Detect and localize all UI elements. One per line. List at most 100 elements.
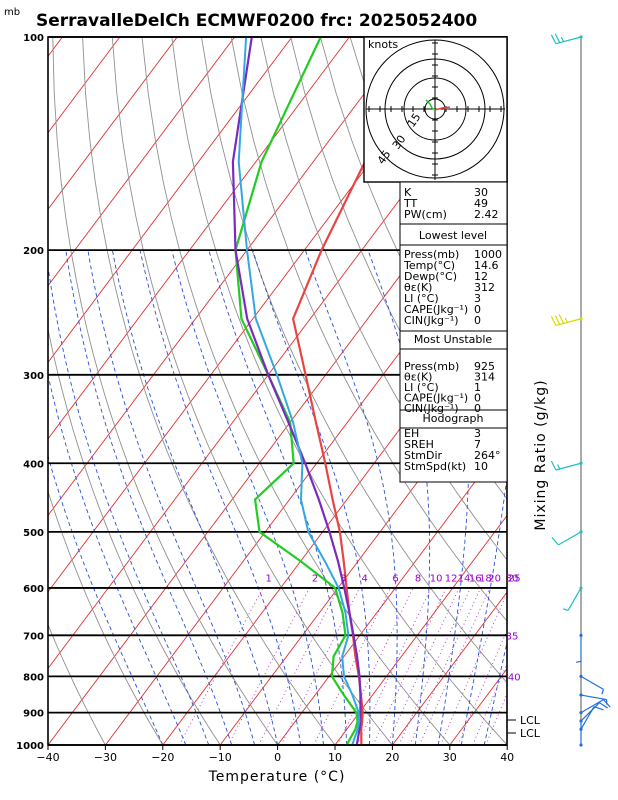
moist-adiabat-line bbox=[460, 472, 507, 745]
mixing-ratio-line bbox=[313, 587, 391, 745]
mixing-ratio-line bbox=[485, 692, 507, 745]
index-label: Temp(°C) bbox=[403, 259, 455, 272]
isotherm-line bbox=[48, 37, 293, 364]
temperature-tick-40: 40 bbox=[500, 751, 514, 764]
pressure-axis: 1000 900 800 700 600 500 400 300 200 100 bbox=[16, 33, 44, 752]
index-label: LI (°C) bbox=[404, 381, 439, 394]
moist-adiabat-line bbox=[483, 640, 507, 745]
parcel-profile bbox=[231, 37, 362, 745]
index-value: 49 bbox=[474, 197, 488, 210]
moist-adiabat-line bbox=[87, 250, 256, 745]
temperature-axis: −40 −30 −20 −10 0 10 20 30 40 bbox=[36, 745, 514, 764]
pressure-tick-1000: 1000 bbox=[16, 741, 44, 752]
temperature-tick--10: −10 bbox=[209, 751, 232, 764]
isotherm-line bbox=[277, 438, 507, 745]
wetbulb-profile bbox=[237, 37, 361, 745]
mixing-ratio-line bbox=[457, 629, 507, 745]
temperature-profile bbox=[291, 37, 431, 745]
most-unstable-header: Most Unstable bbox=[414, 333, 493, 346]
hodograph-trace-red bbox=[434, 106, 451, 111]
index-label: K bbox=[404, 186, 412, 199]
wind-barb-flag bbox=[603, 699, 611, 708]
hodograph-unit: knots bbox=[368, 38, 398, 51]
hodograph-header: Hodograph bbox=[423, 412, 484, 425]
index-label: Press(mb) bbox=[404, 248, 459, 261]
mixing-ratio-line bbox=[440, 592, 507, 745]
mixing-ratio-line bbox=[419, 587, 491, 745]
isotherm-line bbox=[48, 37, 121, 134]
index-value: 264° bbox=[474, 449, 501, 462]
index-value: 0 bbox=[474, 402, 481, 415]
isotherm-line bbox=[565, 37, 618, 745]
index-label: StmDir bbox=[404, 449, 443, 462]
index-label: CAPE(Jkg⁻¹) bbox=[404, 303, 468, 316]
index-value: 312 bbox=[474, 281, 495, 294]
profile-lines bbox=[231, 37, 431, 745]
pressure-tick-800: 800 bbox=[23, 672, 44, 683]
chart-title: SerravalleDelCh ECMWF0200 frc: 202505240… bbox=[36, 11, 477, 31]
wind-barb-flag bbox=[551, 537, 559, 546]
mixing-ratio-label-8: 8 bbox=[415, 574, 421, 585]
index-label: CIN(Jkg⁻¹) bbox=[404, 314, 459, 327]
isotherm-line bbox=[506, 744, 507, 745]
lcl-label-lower: LCL bbox=[520, 727, 541, 740]
temperature-tick--40: −40 bbox=[36, 751, 59, 764]
mixing-ratio-line bbox=[398, 587, 471, 745]
mixing-ratio-label-10: 10 bbox=[430, 574, 443, 585]
dry-adiabat-line bbox=[588, 37, 618, 745]
dry-adiabat-line bbox=[52, 37, 278, 745]
index-value: 3 bbox=[474, 427, 481, 440]
mixing-ratio-label-25: 25 bbox=[508, 574, 521, 585]
mixing-ratio-label-6: 6 bbox=[392, 574, 398, 585]
temperature-tick-0: 0 bbox=[274, 751, 281, 764]
isotherm-line bbox=[48, 37, 408, 517]
isotherm-line bbox=[48, 37, 178, 211]
index-panel-frame bbox=[399, 181, 508, 483]
dewpoint-profile bbox=[234, 37, 359, 745]
moist-adiabat-line bbox=[506, 743, 507, 745]
hodograph: knots 15 30 45 * bbox=[363, 36, 508, 183]
wind-barb-flag bbox=[550, 34, 557, 44]
index-label: SREH bbox=[404, 438, 434, 451]
pressure-tick-200: 200 bbox=[23, 246, 44, 257]
mixing-ratio-label-18: 18 bbox=[479, 574, 492, 585]
pressure-tick-100: 100 bbox=[23, 33, 44, 44]
mixing-ratio-line bbox=[409, 587, 482, 745]
index-label: StmSpd(kt) bbox=[404, 460, 466, 473]
isotherm-line bbox=[105, 208, 507, 745]
wind-barb-flag bbox=[554, 33, 561, 43]
hodograph-storm-marker: * bbox=[443, 105, 448, 116]
index-label: Dewp(°C) bbox=[404, 270, 457, 283]
dry-adiabat-line bbox=[141, 37, 451, 745]
index-label: TT bbox=[403, 197, 418, 210]
wind-barb-staff bbox=[555, 36, 582, 45]
mixing-ratio-label-30: 30 bbox=[506, 574, 519, 585]
wind-barb-flag bbox=[550, 460, 557, 471]
wind-barb-half-flag bbox=[564, 317, 569, 323]
wind-barb-staff bbox=[567, 587, 582, 611]
mixing-ratio-label-3: 3 bbox=[341, 574, 347, 585]
lcl-label-upper: LCL bbox=[520, 714, 541, 727]
mixing-ratio-label-4: 4 bbox=[362, 574, 368, 585]
y-axis-label: Mixing Ratio (g/kg) bbox=[533, 379, 549, 530]
isotherm-line bbox=[48, 37, 235, 287]
wind-barb-flag bbox=[558, 314, 565, 324]
wind-barbs bbox=[550, 33, 611, 747]
wind-barb-flag bbox=[593, 706, 604, 711]
wind-barb-half-flag bbox=[575, 660, 582, 663]
moist-adiabat-line bbox=[171, 249, 324, 745]
index-value: 314 bbox=[474, 371, 495, 384]
mixing-ratio-label-16: 16 bbox=[469, 574, 482, 585]
dry-adiabat-line bbox=[48, 490, 164, 745]
wind-barb-staff bbox=[555, 318, 582, 327]
index-value: 3 bbox=[474, 292, 481, 305]
mixing-ratio-line bbox=[258, 587, 339, 745]
isotherm-line bbox=[48, 37, 350, 440]
index-value: 10 bbox=[474, 460, 488, 473]
x-axis-label: Temperature (°C) bbox=[208, 769, 346, 785]
dry-adiabat-line bbox=[111, 37, 393, 745]
dry-adiabat-line bbox=[48, 326, 221, 745]
wind-barb-half-flag bbox=[560, 36, 565, 42]
